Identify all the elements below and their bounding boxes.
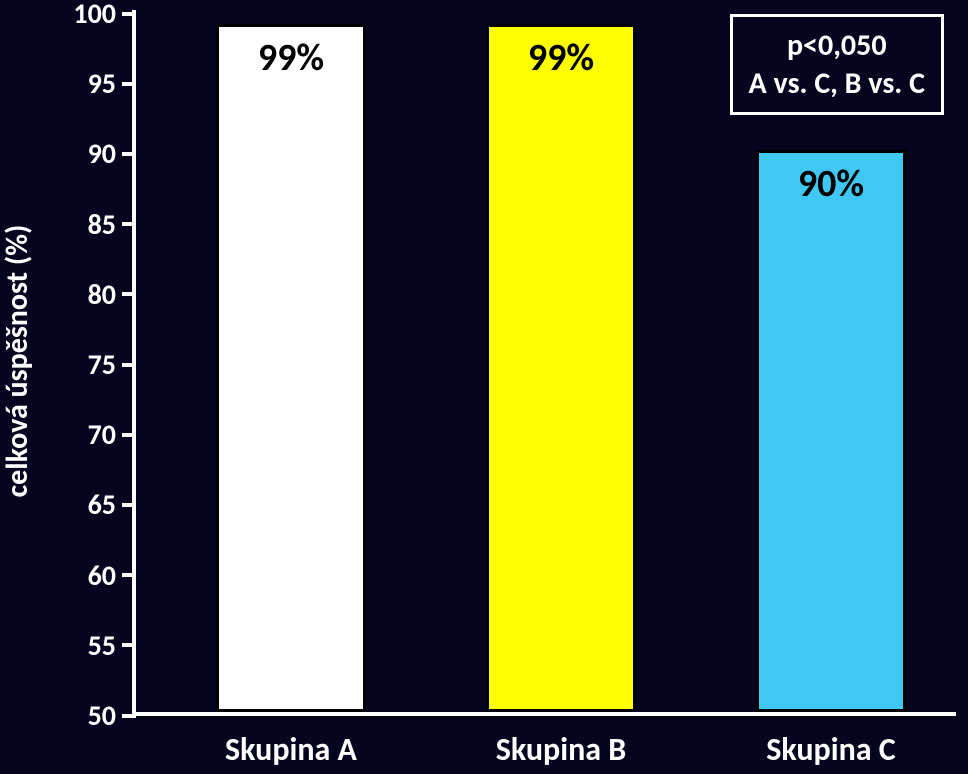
bar-value-label: 90% — [798, 161, 864, 207]
y-tick: 70 — [68, 417, 136, 452]
y-tick-label: 100 — [68, 0, 116, 31]
y-tick-label: 90 — [68, 136, 116, 171]
annotation-box: p<0,050 A vs. C, B vs. C — [730, 14, 944, 115]
y-tick-label: 65 — [68, 487, 116, 522]
y-tick: 90 — [68, 136, 136, 171]
bar-value-label: 99% — [528, 35, 594, 81]
y-tick-label: 75 — [68, 347, 116, 382]
y-tick: 50 — [68, 698, 136, 733]
y-tick-label: 85 — [68, 207, 116, 242]
x-axis-label: Skupina B — [496, 730, 626, 769]
bars-container: 99% 99% 90% — [136, 10, 956, 712]
y-tick-mark — [122, 363, 136, 367]
y-tick: 100 — [68, 0, 136, 31]
y-tick-label: 50 — [68, 698, 116, 733]
y-tick-mark — [122, 433, 136, 437]
y-tick-label: 55 — [68, 628, 116, 663]
annotation-line-1: p<0,050 — [749, 27, 925, 65]
y-tick-mark — [122, 222, 136, 226]
x-axis-label: Skupina C — [766, 730, 895, 769]
y-tick-label: 95 — [68, 66, 116, 101]
y-axis-label: celková úspěšnost (%) — [0, 225, 36, 498]
y-tick: 95 — [68, 66, 136, 101]
bar-chart: celková úspěšnost (%) 50 55 60 65 70 75 80 85 90… — [0, 0, 968, 774]
y-tick-mark — [122, 714, 136, 718]
y-tick-mark — [122, 12, 136, 16]
y-tick-label: 70 — [68, 417, 116, 452]
y-tick-mark — [122, 643, 136, 647]
y-tick-mark — [122, 152, 136, 156]
y-tick: 65 — [68, 487, 136, 522]
x-axis-label: Skupina A — [225, 730, 357, 769]
y-tick: 85 — [68, 207, 136, 242]
y-tick: 75 — [68, 347, 136, 382]
annotation-line-2: A vs. C, B vs. C — [749, 65, 925, 103]
y-tick-mark — [122, 292, 136, 296]
bar-skupina-b: 99% — [486, 24, 636, 712]
y-tick: 60 — [68, 558, 136, 593]
y-tick: 80 — [68, 277, 136, 312]
y-tick-label: 80 — [68, 277, 116, 312]
bar-skupina-c: 90% — [756, 150, 906, 712]
y-tick-mark — [122, 573, 136, 577]
bar-skupina-a: 99% — [216, 24, 366, 712]
y-tick: 55 — [68, 628, 136, 663]
y-tick-label: 60 — [68, 558, 116, 593]
y-tick-mark — [122, 82, 136, 86]
bar-value-label: 99% — [258, 35, 324, 81]
y-tick-mark — [122, 503, 136, 507]
plot-area: 50556065707580859095100 99%99%90% Skupin… — [132, 10, 956, 716]
